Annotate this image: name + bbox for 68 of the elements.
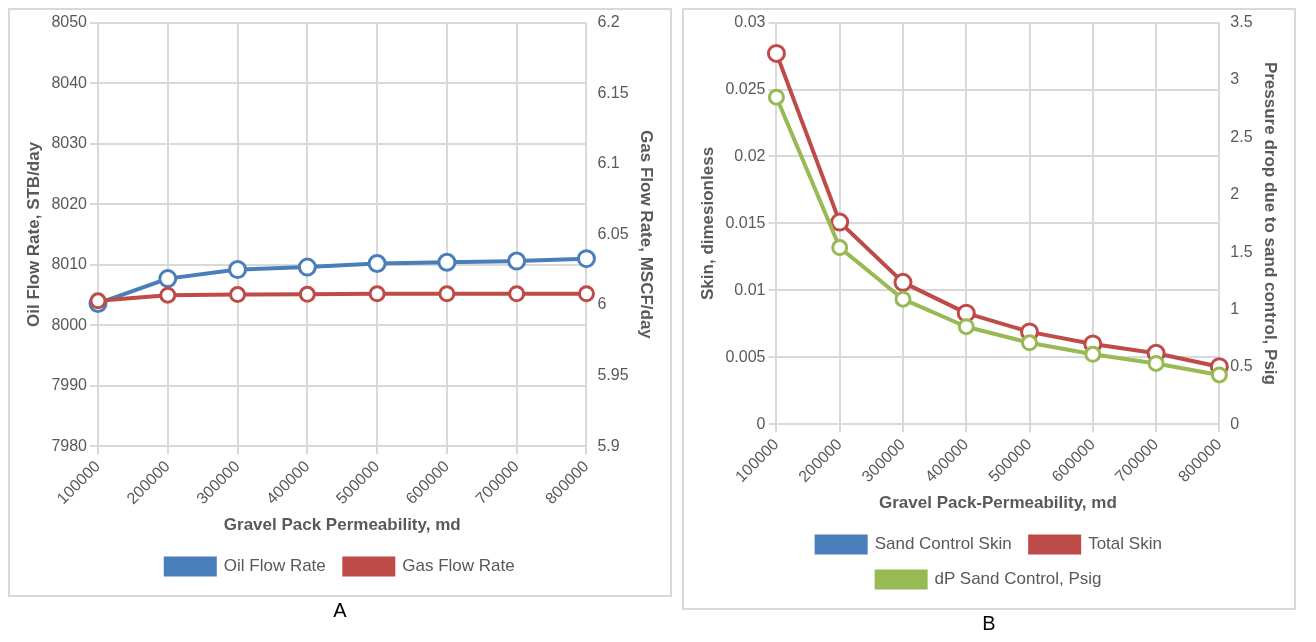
point (893, 272, 913, 292)
y-tick-label: 0.005 (725, 347, 766, 365)
y-tick-label: 0.01 (734, 280, 766, 298)
legend-label: Sand Control Skin (874, 534, 1012, 554)
y-tick-label: 0.03 (734, 13, 766, 31)
legend-label: Oil Flow Rate (223, 556, 326, 576)
legend-label: Total Skin (1088, 534, 1162, 554)
y2-tick-label: 1.5 (1230, 242, 1253, 260)
y2-tick-label: 3.5 (1230, 13, 1253, 31)
y-tick-label: 8040 (51, 73, 88, 91)
point (508, 285, 526, 303)
y2-tick-label: 3 (1230, 70, 1240, 88)
text: B (981, 612, 997, 635)
point (894, 290, 912, 308)
y-tick-label: 8010 (51, 255, 88, 273)
point (159, 286, 177, 304)
point (830, 212, 850, 232)
y-tick-label: 0.015 (725, 213, 766, 231)
point (297, 257, 317, 277)
point (507, 251, 527, 271)
point (438, 285, 456, 303)
point (298, 285, 316, 303)
point (766, 43, 786, 63)
y-tick-label: 0 (756, 414, 766, 432)
y2-tick-label: 6.15 (597, 83, 629, 101)
point (957, 318, 975, 336)
point (158, 269, 178, 289)
y2-axis-title: Gas Flow Rate, MSCF/day (637, 130, 657, 340)
y2-tick-label: 5.9 (597, 436, 620, 454)
y-tick-label: 8030 (51, 134, 88, 152)
y2-tick-label: 6 (597, 295, 607, 313)
y2-tick-label: 6.1 (597, 154, 620, 172)
y2-axis-title: Pressure drop due to sand control, Psig (1261, 61, 1281, 385)
point (228, 260, 248, 280)
y-tick-label: 8020 (51, 194, 88, 212)
y2-tick-label: 6.2 (597, 13, 620, 31)
point (229, 286, 247, 304)
legend-label: dP Sand Control, Psig (934, 569, 1102, 589)
y-tick-label: 7980 (51, 436, 88, 454)
point (437, 252, 457, 272)
point (576, 249, 596, 269)
y2-tick-label: 1 (1230, 299, 1240, 317)
point (1021, 334, 1039, 352)
y-axis-title: Skin, dimesionless (697, 146, 717, 300)
point (577, 285, 595, 303)
point (767, 88, 785, 106)
y-tick-label: 0.025 (725, 79, 766, 97)
x-axis-title: Gravel Pack-Permeability, md (878, 493, 1117, 513)
point (831, 239, 849, 257)
y2-tick-label: 2.5 (1230, 127, 1253, 145)
point (1210, 366, 1228, 384)
y-tick-label: 8000 (51, 315, 88, 333)
y-tick-label: 0.02 (734, 146, 766, 164)
point (368, 285, 386, 303)
y-tick-label: 8050 (51, 13, 88, 31)
x-axis-title: Gravel Pack Permeability, md (223, 515, 461, 535)
y2-tick-label: 2 (1230, 185, 1240, 203)
legend-label: Gas Flow Rate (402, 556, 515, 576)
y2-tick-label: 0.5 (1230, 357, 1253, 375)
y2-tick-label: 0 (1230, 414, 1240, 432)
point (1147, 354, 1165, 372)
y2-tick-label: 5.95 (597, 366, 629, 384)
text: A (332, 599, 348, 622)
y-axis-title: Oil Flow Rate, STB/day (23, 141, 43, 328)
y2-tick-label: 6.05 (597, 224, 629, 242)
point (1084, 345, 1102, 363)
point (367, 253, 387, 273)
y-tick-label: 7990 (51, 376, 88, 394)
